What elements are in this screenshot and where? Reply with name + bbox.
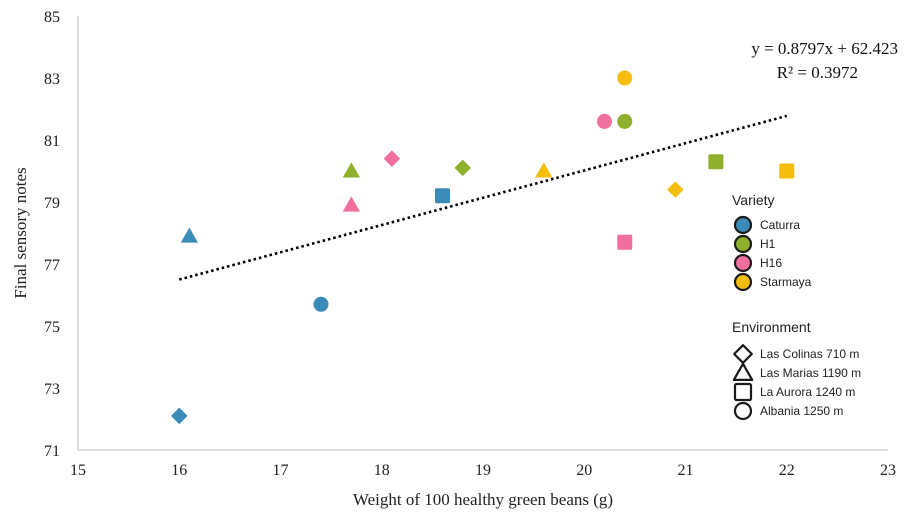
data-point <box>617 70 633 86</box>
data-point <box>383 150 401 167</box>
y-tick-label: 81 <box>44 133 60 150</box>
data-point <box>454 159 471 177</box>
x-tick-label: 17 <box>273 462 289 479</box>
x-tick-label: 16 <box>171 462 187 479</box>
x-tick-label: 15 <box>70 462 86 479</box>
legend-label: Albania 1250 m <box>760 404 843 418</box>
legend-swatch <box>733 234 753 254</box>
y-tick-label: 77 <box>44 257 60 274</box>
legend-swatch <box>733 401 753 421</box>
trendline <box>178 114 788 281</box>
x-tick-label: 21 <box>678 462 694 479</box>
axes <box>77 16 888 451</box>
data-point <box>342 162 360 178</box>
y-tick-label: 75 <box>44 319 60 336</box>
x-tick-label: 20 <box>576 462 592 479</box>
data-point <box>708 154 724 170</box>
legend-swatch <box>733 215 753 235</box>
data-point <box>342 196 360 212</box>
x-tick-label: 18 <box>374 462 390 479</box>
data-point <box>617 234 633 250</box>
y-axis-title: Final sensory notes <box>11 167 30 298</box>
data-point <box>435 188 450 204</box>
legend-label: Las Marias 1190 m <box>760 366 861 380</box>
legend-title-environment: Environment <box>732 319 811 335</box>
x-tick-label: 22 <box>779 462 795 479</box>
legend: Variety Caturra H1 H16 Starmaya Environment La… <box>732 192 861 421</box>
x-tick-label: 23 <box>880 462 896 479</box>
legend-label: H1 <box>760 237 776 251</box>
legend-label: Las Colinas 710 m <box>760 347 859 361</box>
data-point <box>617 113 633 129</box>
trendline-r-squared: R² = 0.3972 <box>777 63 858 82</box>
data-point <box>180 227 198 243</box>
trendline-group <box>178 114 788 281</box>
y-tick-label: 73 <box>44 381 60 398</box>
y-tick-label: 71 <box>44 443 60 460</box>
x-tick-label: 19 <box>475 462 491 479</box>
y-tick-label: 79 <box>44 195 60 212</box>
data-point <box>667 181 684 198</box>
data-points <box>171 70 795 425</box>
legend-label: Starmaya <box>760 275 812 289</box>
legend-swatch <box>733 382 753 402</box>
y-tick-label: 85 <box>44 9 60 26</box>
trendline-equation: y = 0.8797x + 62.423 <box>751 39 898 58</box>
data-point <box>597 113 612 129</box>
legend-label: Caturra <box>760 218 800 232</box>
legend-swatch <box>733 272 753 292</box>
legend-swatch <box>733 253 753 273</box>
legend-label: La Aurora 1240 m <box>760 385 855 399</box>
legend-swatch <box>732 362 754 381</box>
legend-swatch <box>733 344 753 364</box>
data-point <box>171 407 188 425</box>
data-point <box>779 163 795 179</box>
tick-labels: 15 16 17 18 19 20 21 22 23 71 73 75 77 79 81 83 85 <box>44 9 896 479</box>
data-point <box>535 162 553 178</box>
data-point <box>313 296 329 312</box>
x-axis-title: Weight of 100 healthy green beans (g) <box>353 490 613 509</box>
legend-title-variety: Variety <box>732 192 775 208</box>
y-tick-label: 83 <box>44 71 60 88</box>
legend-label: H16 <box>760 256 782 270</box>
